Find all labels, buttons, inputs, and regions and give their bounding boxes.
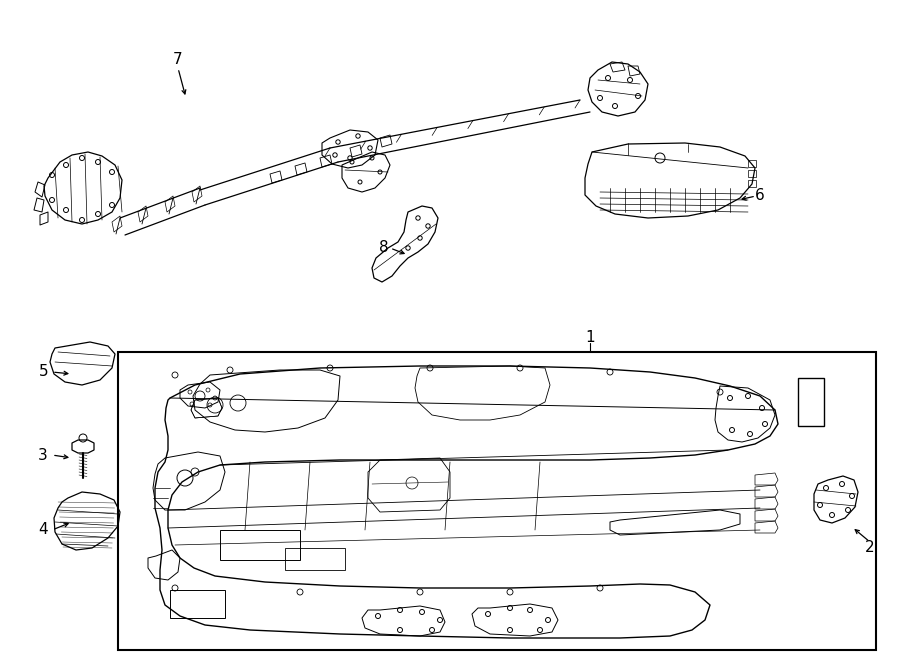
Text: 6: 6 [755, 188, 765, 204]
Bar [748, 160, 756, 167]
Text: 7: 7 [173, 52, 183, 67]
Bar [118, 352, 876, 650]
Bar [748, 180, 756, 187]
Bar [798, 378, 824, 426]
Bar [220, 530, 300, 560]
Bar [748, 170, 756, 177]
Text: 8: 8 [379, 241, 389, 256]
Text: 5: 5 [39, 364, 48, 379]
Text: 3: 3 [38, 447, 48, 463]
Text: 2: 2 [865, 541, 875, 555]
Bar [170, 590, 225, 618]
Text: 4: 4 [39, 522, 48, 537]
Bar [285, 548, 345, 570]
Text: 1: 1 [585, 329, 595, 344]
